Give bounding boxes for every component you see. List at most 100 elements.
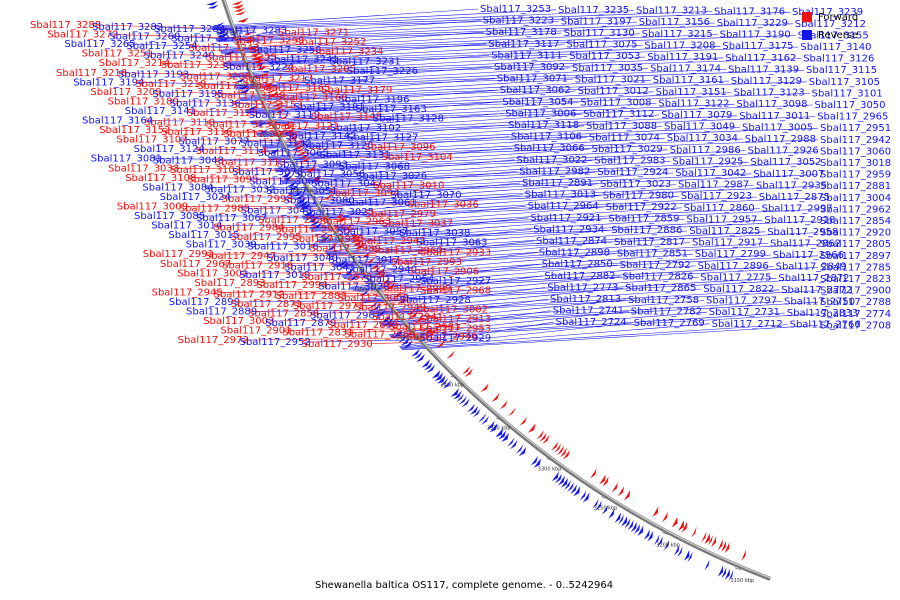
- gene-label[interactable]: Sbal117_2970: [292, 234, 363, 245]
- gene-label[interactable]: Sbal117_2817: [614, 237, 685, 248]
- gene-label[interactable]: Sbal117_3165: [259, 83, 330, 94]
- gene-label[interactable]: Sbal117_3024: [160, 192, 231, 203]
- gene-label[interactable]: Sbal117_2731: [709, 307, 780, 318]
- gene-label[interactable]: Sbal117_2979: [365, 209, 436, 220]
- gene-label[interactable]: Sbal117_2983: [594, 156, 665, 167]
- gene-label[interactable]: Sbal117_3023: [600, 179, 671, 190]
- gene-label[interactable]: Sbal117_3088: [586, 121, 657, 132]
- gene-label[interactable]: Sbal117_2772: [781, 285, 852, 296]
- gene-label[interactable]: Sbal117_3156: [639, 17, 710, 28]
- gene-label[interactable]: Sbal117_3194: [73, 77, 144, 88]
- gene-label[interactable]: Sbal117_3075: [566, 40, 637, 51]
- gene-label[interactable]: Sbal117_3140: [800, 42, 871, 53]
- gene-label[interactable]: Sbal117_2991: [143, 249, 214, 260]
- gene-label[interactable]: Sbal117_3126: [803, 54, 874, 65]
- gene-label[interactable]: Sbal117_2758: [628, 295, 699, 306]
- gene-label[interactable]: Sbal117_2982: [519, 166, 590, 177]
- gene-label[interactable]: Sbal117_3014: [151, 221, 222, 232]
- gene-label[interactable]: Sbal117_3239: [792, 7, 863, 18]
- gene-label[interactable]: Sbal117_3113: [215, 158, 286, 169]
- gene-label[interactable]: Sbal117_3051: [266, 186, 337, 197]
- gene-label[interactable]: Sbal117_3125: [187, 108, 258, 119]
- gene-label[interactable]: Sbal117_3104: [382, 152, 453, 163]
- gene-label[interactable]: Sbal117_3235: [558, 5, 629, 16]
- gene-label[interactable]: Sbal117_2935: [756, 180, 827, 191]
- gene-label[interactable]: Sbal117_3175: [722, 41, 793, 52]
- gene-label[interactable]: Sbal117_3040: [267, 253, 338, 264]
- gene-label[interactable]: Sbal117_2966: [773, 250, 844, 261]
- gene-label[interactable]: Sbal117_2813: [550, 294, 621, 305]
- gene-label[interactable]: Sbal117_2854: [820, 216, 891, 227]
- gene-label[interactable]: Sbal117_3136: [170, 98, 241, 109]
- gene-label[interactable]: Sbal117_3124: [134, 144, 205, 155]
- gene-label[interactable]: Sbal117_3108: [125, 173, 196, 184]
- gene-label[interactable]: Sbal117_3139: [728, 64, 799, 75]
- gene-label[interactable]: Sbal117_3234: [312, 47, 383, 58]
- gene-label[interactable]: Sbal117_3033: [108, 163, 179, 174]
- gene-label[interactable]: Sbal117_3225: [206, 53, 277, 64]
- gene-label[interactable]: Sbal117_2856: [248, 308, 319, 319]
- gene-label[interactable]: Sbal117_3107: [116, 135, 187, 146]
- gene-label[interactable]: Sbal117_3081: [91, 154, 162, 165]
- gene-label[interactable]: Sbal117_2997: [762, 204, 833, 215]
- gene-label[interactable]: Sbal117_2741: [553, 306, 624, 317]
- gene-label[interactable]: Sbal117_3212: [795, 19, 866, 30]
- gene-label[interactable]: Sbal117_2967: [160, 259, 231, 270]
- gene-label[interactable]: Sbal117_3018: [820, 158, 891, 169]
- gene-label[interactable]: Sbal117_3127: [347, 133, 418, 144]
- gene-label[interactable]: Sbal117_2750: [784, 296, 855, 307]
- gene-label[interactable]: Sbal117_3010: [373, 180, 444, 191]
- gene-label[interactable]: Sbal117_2775: [700, 272, 771, 283]
- gene-label[interactable]: Sbal117_3217: [242, 74, 313, 85]
- gene-label[interactable]: Sbal117_3065: [258, 148, 329, 159]
- gene-label[interactable]: Sbal117_2978: [301, 272, 372, 283]
- gene-label[interactable]: Sbal117_3206: [180, 72, 251, 83]
- gene-label[interactable]: Sbal117_3219: [135, 79, 206, 90]
- gene-label[interactable]: Sbal117_3045: [241, 205, 312, 216]
- gene-label[interactable]: Sbal117_2792: [620, 260, 691, 271]
- gene-label[interactable]: Sbal117_3181: [294, 102, 365, 113]
- gene-label[interactable]: Sbal117_3061: [346, 198, 417, 209]
- gene-label[interactable]: Sbal117_3166: [276, 93, 347, 104]
- gene-label[interactable]: Sbal117_2996: [258, 215, 329, 226]
- gene-label[interactable]: Sbal117_3095: [187, 175, 258, 186]
- gene-label[interactable]: Sbal117_2899: [169, 297, 240, 308]
- gene-label[interactable]: Sbal117_3121: [268, 121, 339, 132]
- gene-label[interactable]: Sbal117_3214: [99, 58, 170, 69]
- gene-label[interactable]: Sbal117_2891: [522, 178, 593, 189]
- gene-label[interactable]: Sbal117_2823: [820, 274, 891, 285]
- gene-label[interactable]: Sbal117_3163: [356, 104, 427, 115]
- gene-label[interactable]: Sbal117_3155: [798, 30, 869, 41]
- gene-label[interactable]: Sbal117_2940: [346, 264, 417, 275]
- gene-label[interactable]: Sbal117_2825: [689, 226, 760, 237]
- gene-label[interactable]: Sbal117_3002: [417, 305, 488, 316]
- gene-label[interactable]: Sbal117_2954: [363, 274, 434, 285]
- gene-label[interactable]: Sbal117_2918: [764, 215, 835, 226]
- gene-label[interactable]: Sbal117_2961: [310, 310, 381, 321]
- gene-label[interactable]: Sbal117_3025: [303, 207, 374, 218]
- gene-label[interactable]: Sbal117_3047: [311, 179, 382, 190]
- gene-label[interactable]: Sbal117_2799: [695, 249, 766, 260]
- gene-label[interactable]: Sbal117_3216: [56, 68, 127, 79]
- gene-label[interactable]: Sbal117_2952: [240, 337, 311, 348]
- gene-label[interactable]: Sbal117_3056: [294, 169, 365, 180]
- gene-label[interactable]: Sbal117_3231: [330, 56, 401, 67]
- gene-label[interactable]: Sbal117_3116: [161, 127, 232, 138]
- gene-label[interactable]: Sbal117_2987: [678, 180, 749, 191]
- gene-label[interactable]: Sbal117_3241: [268, 54, 339, 65]
- gene-label[interactable]: Sbal117_2949: [355, 303, 426, 314]
- gene-label[interactable]: Sbal117_3037: [382, 219, 453, 230]
- gene-label[interactable]: Sbal117_3180: [108, 96, 179, 107]
- gene-label[interactable]: Sbal117_3118: [508, 120, 579, 131]
- gene-label[interactable]: Sbal117_3004: [820, 193, 891, 204]
- gene-label[interactable]: Sbal117_3117: [488, 39, 559, 50]
- gene-label[interactable]: Sbal117_3048: [153, 156, 224, 167]
- gene-label[interactable]: Sbal117_3176: [714, 6, 785, 17]
- gene-label[interactable]: Sbal117_2922: [606, 202, 677, 213]
- gene-label[interactable]: Sbal117_3260: [109, 31, 180, 42]
- gene-label[interactable]: Sbal117_3066: [514, 143, 585, 154]
- gene-label[interactable]: Sbal117_3008: [580, 98, 651, 109]
- gene-label[interactable]: Sbal117_3229: [717, 18, 788, 29]
- gene-label[interactable]: Sbal117_3096: [364, 142, 435, 153]
- gene-label[interactable]: Sbal117_2850: [542, 259, 613, 270]
